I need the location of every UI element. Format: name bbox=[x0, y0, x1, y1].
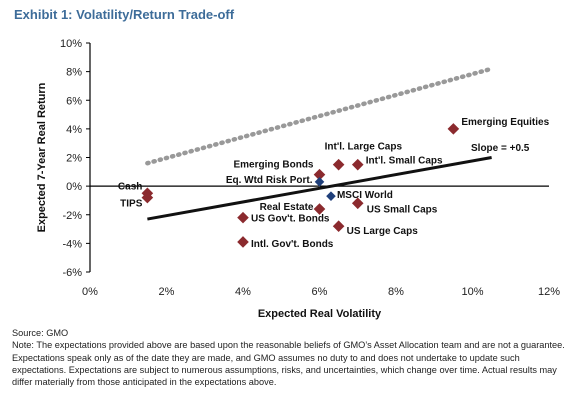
x-tick-label: 12% bbox=[538, 286, 560, 298]
point-label: MSCI World bbox=[337, 190, 393, 201]
y-tick-label: -6% bbox=[62, 267, 82, 279]
scatter-point bbox=[313, 168, 326, 181]
x-tick-label: 0% bbox=[82, 286, 98, 298]
dotted-trend-line bbox=[145, 66, 494, 166]
y-tick-label: 6% bbox=[66, 95, 82, 107]
point-label: Real Estate bbox=[260, 202, 314, 213]
point-label: Int'l. Small Caps bbox=[366, 156, 443, 167]
source-note: Source: GMO bbox=[12, 328, 69, 338]
point-label: Intl. Gov't. Bonds bbox=[251, 239, 334, 250]
scatter-point bbox=[141, 191, 154, 204]
disclaimer-note: Note: The expectations provided above ar… bbox=[12, 340, 565, 388]
scatter-point bbox=[351, 197, 364, 210]
scatter-point bbox=[237, 236, 249, 248]
y-tick-label: 4% bbox=[66, 124, 82, 136]
scatter-point bbox=[332, 220, 345, 232]
y-tick-label: 8% bbox=[66, 67, 82, 79]
scatter-point bbox=[351, 158, 364, 171]
scatter-point bbox=[237, 211, 249, 224]
scatter-chart: -6%-4%-2%0%2%4%6%8%10% 0% 2% 4% 6% 8% 10% 12% … bbox=[36, 38, 560, 320]
x-tick-label: 8% bbox=[388, 286, 404, 298]
data-points bbox=[141, 123, 460, 248]
scatter-point bbox=[314, 177, 325, 187]
x-tick-label: 4% bbox=[235, 286, 251, 298]
point-label: US Large Caps bbox=[347, 226, 419, 237]
scatter-point bbox=[447, 123, 460, 135]
point-label: US Gov't. Bonds bbox=[251, 214, 330, 225]
y-tick-label: 2% bbox=[66, 153, 82, 165]
x-tick-label: 6% bbox=[312, 286, 328, 298]
x-axis-ticks: 0% 2% 4% 6% 8% 10% 12% bbox=[82, 286, 560, 298]
slope-annotation: Slope = +0.5 bbox=[471, 143, 530, 154]
y-axis-ticks: -6% -4% -2% 0% 2% 4% 6% 8% 10% bbox=[60, 38, 90, 279]
x-axis-title: Expected Real Volatility bbox=[258, 308, 382, 320]
y-tick-label: -2% bbox=[62, 210, 82, 222]
y-tick-label: 10% bbox=[60, 38, 82, 50]
scatter-point bbox=[313, 203, 326, 215]
point-label: TIPS bbox=[120, 199, 143, 210]
y-axis-title: Expected 7-Year Real Return bbox=[36, 82, 48, 232]
scatter-point bbox=[326, 191, 336, 201]
point-label: Cash bbox=[118, 181, 142, 192]
x-tick-label: 10% bbox=[461, 286, 483, 298]
point-labels: Cash TIPS US Gov't. Bonds Intl. Gov't. Bond… bbox=[118, 117, 550, 250]
point-label: Emerging Bonds bbox=[233, 160, 313, 171]
exhibit-title: Exhibit 1: Volatility/Return Trade-off bbox=[14, 7, 235, 22]
scatter-point bbox=[332, 158, 345, 171]
point-label: US Small Caps bbox=[367, 204, 438, 215]
y-tick-label: -4% bbox=[62, 238, 82, 250]
point-label: Eq. Wtd Risk Port. bbox=[226, 175, 313, 186]
point-label: Int'l. Large Caps bbox=[325, 142, 403, 153]
x-tick-label: 2% bbox=[159, 286, 175, 298]
point-label: Emerging Equities bbox=[461, 117, 549, 128]
footer-notes: Source: GMO Note: The expectations provi… bbox=[12, 327, 574, 388]
regression-trend-line bbox=[147, 156, 492, 221]
y-tick-label: 0% bbox=[66, 181, 82, 193]
